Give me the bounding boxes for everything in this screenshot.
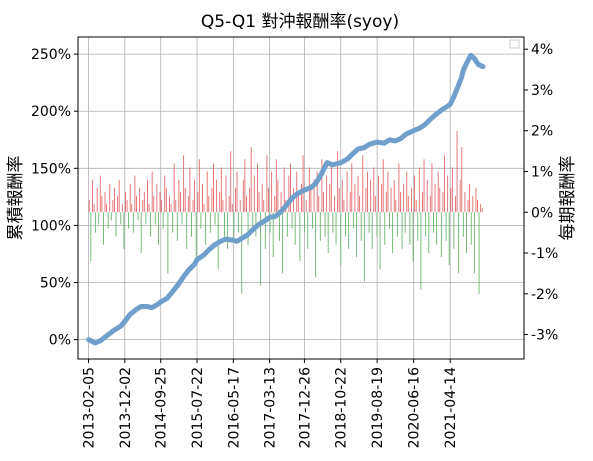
x-tick-label: 2013-02-05 [82, 367, 98, 448]
legend-box [509, 39, 520, 49]
x-tick-label: 2013-12-02 [118, 367, 134, 448]
left-axis-label: 累積報酬率 [6, 156, 26, 241]
line-series [86, 52, 486, 346]
x-tick-label: 2015-07-22 [190, 367, 206, 448]
x-tick-label: 2017-12-26 [297, 367, 313, 448]
right-axis: -3% -2% -1% 0% 1% 2% 3% 4% [524, 42, 558, 344]
cumulative-return-line [86, 52, 486, 346]
right-tick-label: 4% [531, 42, 553, 58]
left-tick-label: 150% [31, 161, 71, 177]
right-tick-label: -2% [531, 287, 558, 303]
left-tick-label: 50% [40, 275, 71, 291]
left-tick-label: 200% [31, 104, 71, 120]
right-tick-label: 3% [531, 83, 553, 99]
x-tick-label: 2014-09-25 [154, 367, 170, 448]
x-tick-label: 2019-08-19 [370, 367, 386, 448]
grid [78, 37, 524, 359]
plot-frame [77, 36, 525, 360]
x-tick-label: 2016-05-17 [226, 367, 242, 448]
right-tick-label: -3% [531, 328, 558, 344]
right-axis-label: 每期報酬率 [558, 156, 578, 241]
right-tick-label: 0% [531, 205, 553, 221]
x-tick-label: 2017-03-13 [263, 367, 279, 448]
right-tick-label: 2% [531, 124, 553, 140]
right-tick-label: 1% [531, 165, 553, 181]
x-tick-label: 2020-06-16 [407, 367, 423, 448]
x-axis: 2013-02-05 2013-12-02 2014-09-25 2015-07-22… [82, 359, 459, 448]
left-tick-label: 250% [31, 47, 71, 63]
left-tick-label: 100% [31, 218, 71, 234]
left-axis: 0% 50% 100% 150% 200% 250% [31, 47, 78, 349]
x-tick-label: 2018-10-22 [334, 367, 350, 448]
bar-series [88, 130, 483, 294]
x-tick-label: 2021-04-14 [443, 367, 459, 448]
left-tick-label: 0% [49, 333, 71, 349]
right-tick-label: -1% [531, 246, 558, 262]
chart-title: Q5-Q1 對沖報酬率(syoy) [201, 12, 399, 32]
